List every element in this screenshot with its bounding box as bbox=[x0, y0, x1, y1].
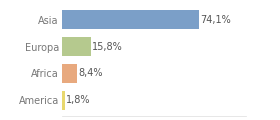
Bar bbox=[62, 91, 65, 110]
Text: 1,8%: 1,8% bbox=[66, 95, 91, 105]
Text: 8,4%: 8,4% bbox=[79, 68, 103, 78]
Bar bbox=[62, 37, 91, 56]
Bar bbox=[62, 64, 77, 83]
Text: 15,8%: 15,8% bbox=[92, 42, 123, 52]
Bar bbox=[62, 10, 199, 29]
Text: 74,1%: 74,1% bbox=[200, 15, 231, 25]
